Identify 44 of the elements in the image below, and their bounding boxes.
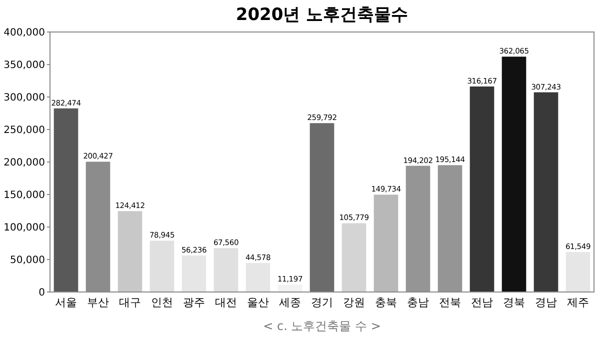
x-tick-label: 제주 (567, 296, 589, 309)
x-tick-label: 전남 (471, 296, 493, 309)
chart-title: 2020년 노후건축물수 (236, 5, 408, 25)
bar (374, 194, 398, 292)
bar (470, 86, 494, 292)
x-tick-label: 충남 (407, 296, 429, 309)
x-tick-label: 세종 (279, 296, 301, 309)
x-tick-label: 대구 (119, 296, 141, 309)
x-tick-label: 강원 (343, 296, 365, 309)
bar (214, 248, 238, 292)
y-tick-label: 0 (38, 288, 45, 298)
x-tick-label: 전북 (439, 296, 461, 309)
x-tick-label: 경남 (535, 296, 557, 309)
bar (54, 108, 78, 292)
x-tick-label: 광주 (183, 296, 205, 309)
bar (534, 92, 558, 292)
y-tick-label: 100,000 (4, 222, 45, 234)
bar (502, 56, 526, 292)
x-tick-label: 충북 (375, 296, 397, 309)
x-tick-label: 서울 (55, 296, 77, 309)
y-tick-label: 200,000 (4, 158, 45, 168)
x-tick-label: 부산 (87, 296, 109, 309)
y-tick-label: 250,000 (4, 125, 45, 136)
bar (150, 240, 174, 292)
y-tick-label: 50,000 (10, 255, 45, 266)
bar (566, 252, 590, 292)
y-tick-label: 300,000 (4, 92, 45, 104)
bar (278, 284, 302, 292)
x-tick-label: 인천 (151, 296, 173, 309)
text: < c. 노후건축물 수 > (263, 319, 381, 333)
bar (310, 123, 334, 292)
bar (438, 165, 462, 292)
x-tick-label: 울산 (247, 296, 269, 309)
y-tick-label: 350,000 (4, 60, 45, 71)
x-tick-label: 대전 (215, 296, 237, 309)
y-tick-label: 150,000 (4, 190, 45, 201)
bar (342, 223, 366, 292)
y-tick-label: 400,000 (4, 28, 45, 38)
bar (182, 255, 206, 292)
x-tick-label: 경기 (311, 296, 333, 309)
bar (406, 166, 430, 292)
bar (118, 211, 142, 292)
x-tick-label: 경북 (503, 296, 525, 309)
bar (246, 263, 270, 292)
